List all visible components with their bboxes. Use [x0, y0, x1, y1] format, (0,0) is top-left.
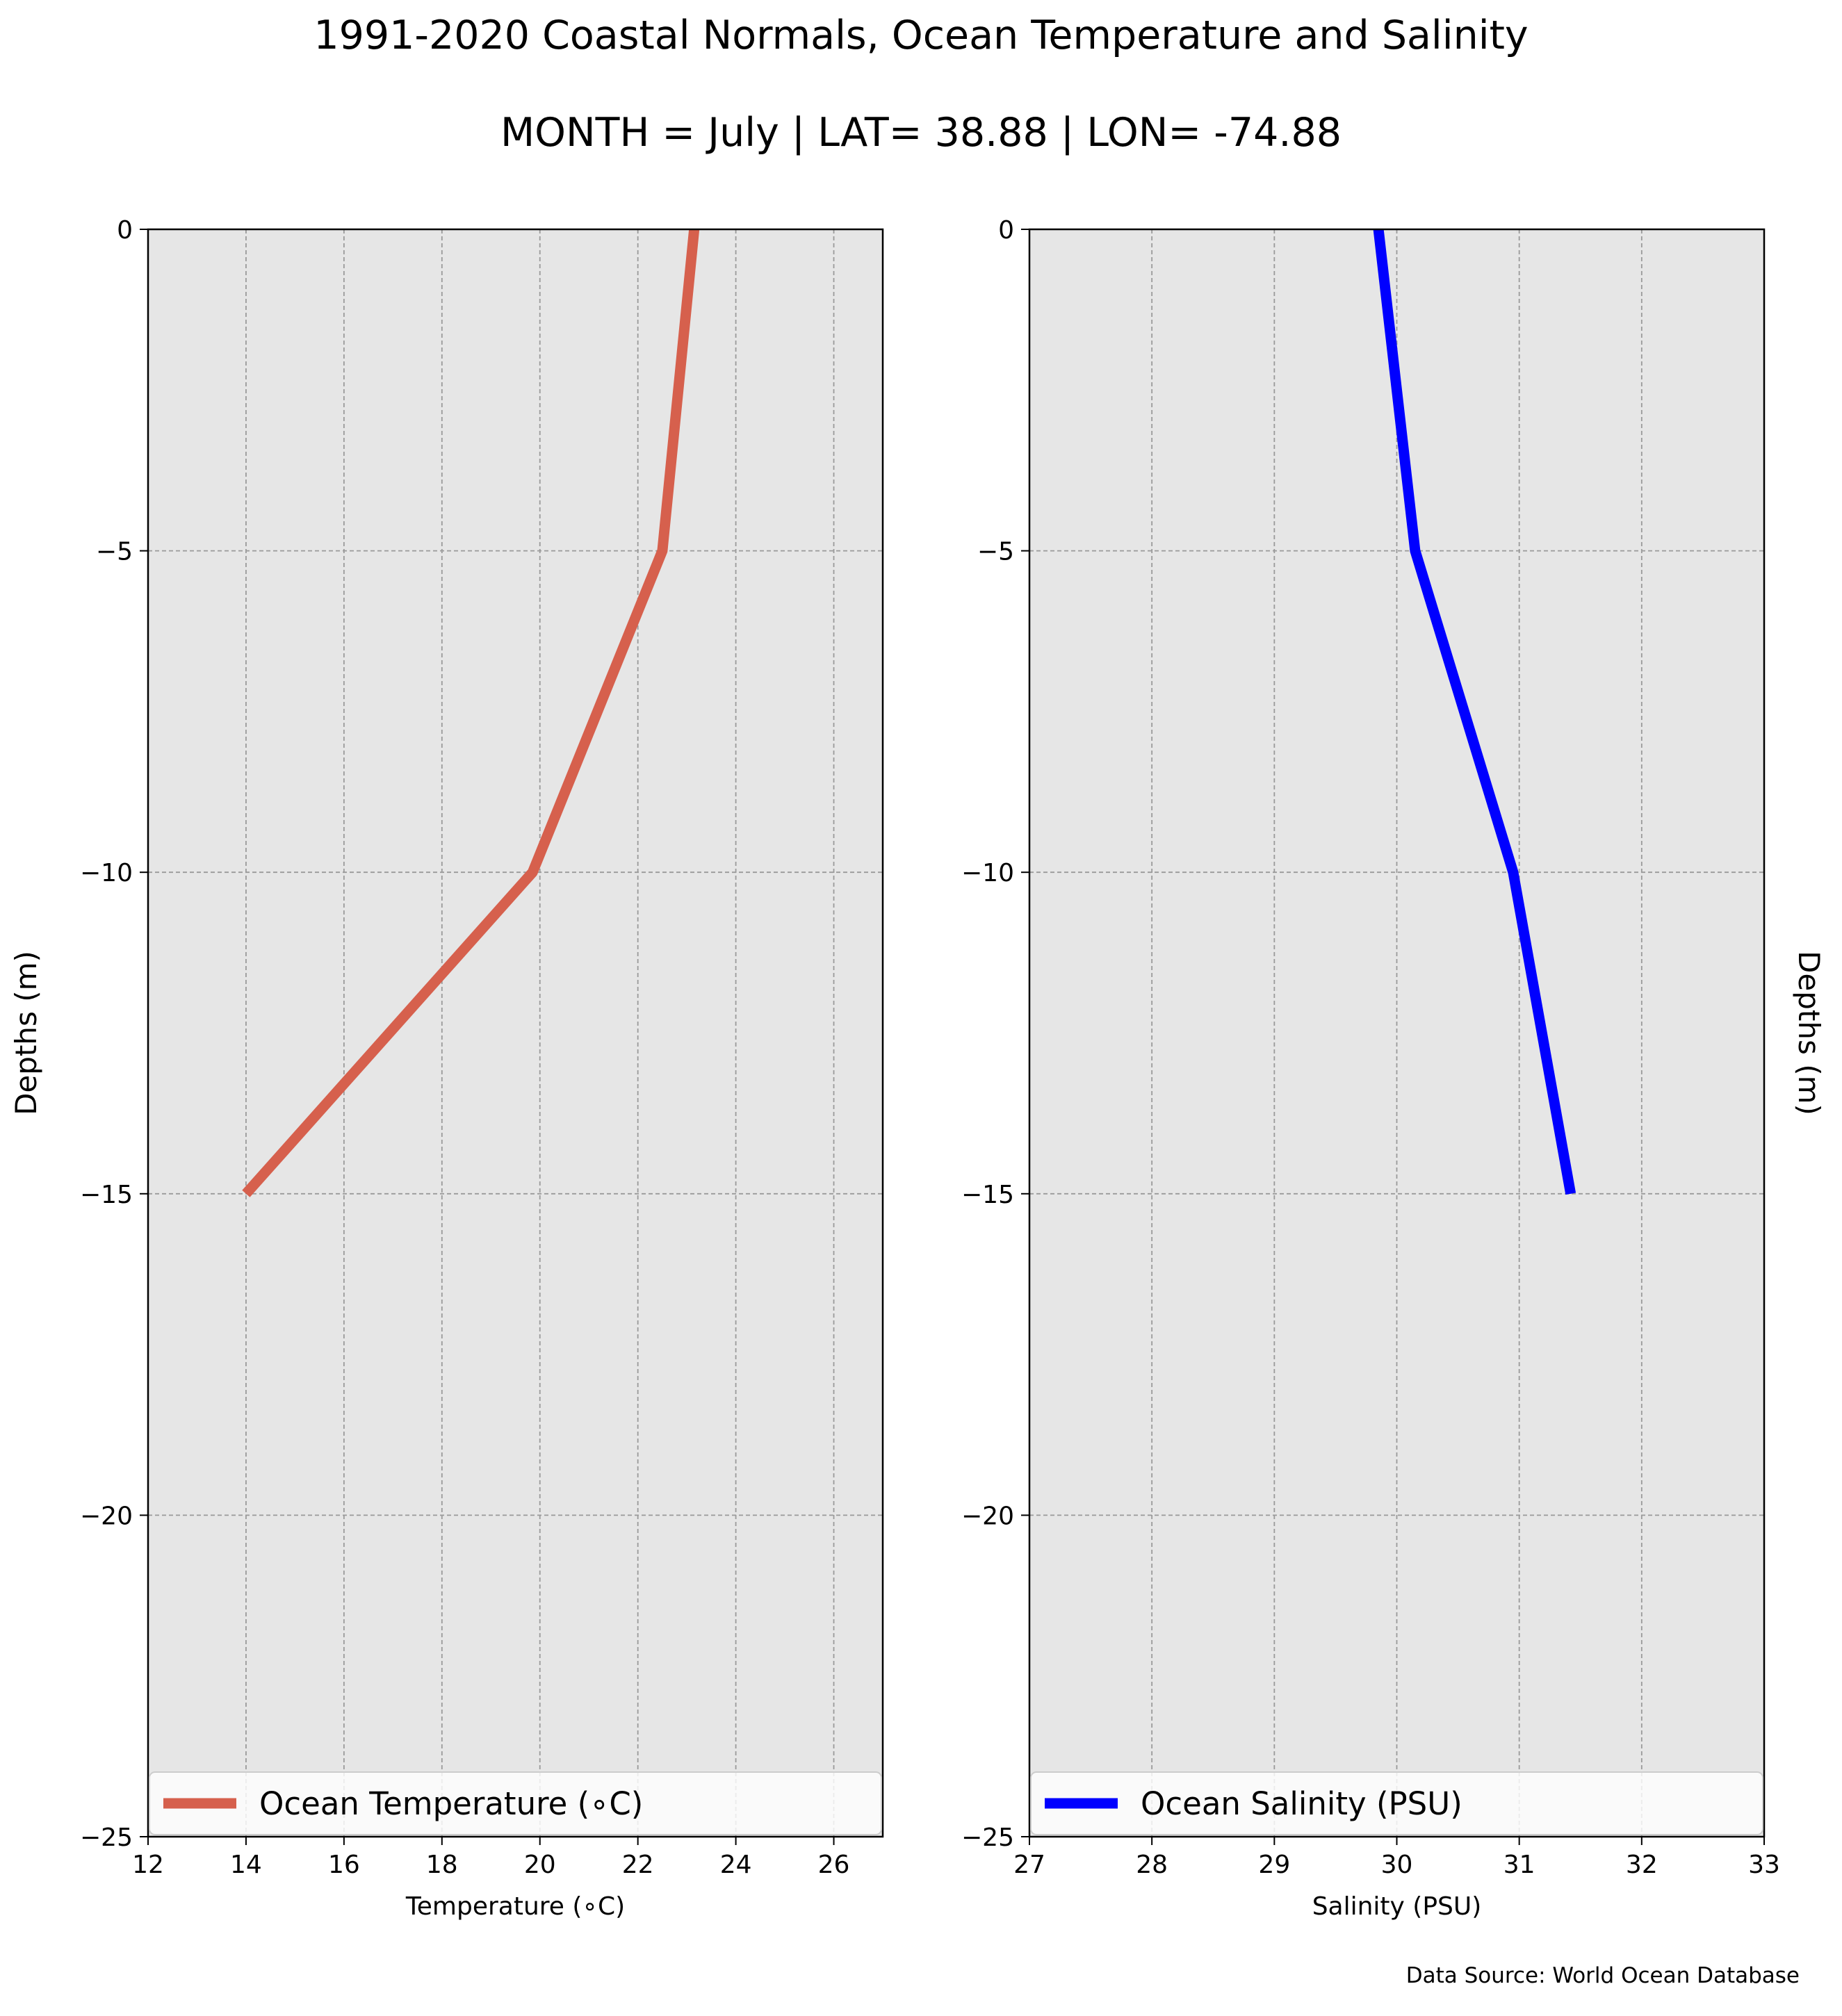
chart-panel-2: 27 28 29 30 31 32 33 0 −5 −10 −15 −20 −25 Salinity (P… [961, 216, 1826, 1921]
x-tick-label: 26 [818, 1851, 850, 1879]
y-tick-label: −5 [977, 538, 1014, 566]
y-tick-label: −25 [961, 1824, 1014, 1852]
x-tick-label: 24 [720, 1851, 752, 1879]
figure-title: 1991-2020 Coastal Normals, Ocean Tempera… [313, 13, 1529, 58]
y-tick-label: 0 [117, 216, 133, 245]
chart-panel-1: 12 14 16 18 20 22 24 26 0 −5 −10 −15 −20 −25 Temperatu… [9, 216, 884, 1921]
x-tick-label: 28 [1136, 1851, 1168, 1879]
x-axis-label: Temperature (∘C) [405, 1892, 625, 1921]
x-tick-label: 33 [1748, 1851, 1780, 1879]
x-tick-label: 20 [524, 1851, 556, 1879]
y-tick-label: −15 [961, 1181, 1014, 1209]
plot-background [1029, 229, 1764, 1837]
x-tick-label: 31 [1503, 1851, 1535, 1879]
y-tick-label: −10 [80, 859, 133, 887]
y-tick-label: −5 [96, 538, 133, 566]
data-source-note: Data Source: World Ocean Database [1405, 1963, 1800, 1988]
legend: Ocean Salinity (PSU) [1030, 1771, 1763, 1835]
y-tick-label: −20 [80, 1502, 133, 1530]
plot-background [148, 229, 883, 1837]
legend: Ocean Temperature (∘C) [149, 1771, 882, 1835]
legend-label: Ocean Salinity (PSU) [1141, 1785, 1462, 1822]
legend-label: Ocean Temperature (∘C) [259, 1785, 643, 1822]
y-tick-label: −15 [80, 1181, 133, 1209]
y-axis-label: Depths (m) [9, 951, 43, 1115]
x-tick-label: 14 [230, 1851, 262, 1879]
x-tick-label: 29 [1258, 1851, 1290, 1879]
x-tick-label: 16 [328, 1851, 360, 1879]
y-tick-label: −10 [961, 859, 1014, 887]
x-tick-label: 32 [1626, 1851, 1658, 1879]
y-tick-label: −25 [80, 1824, 133, 1852]
x-axis-label: Salinity (PSU) [1312, 1892, 1482, 1921]
figure-subtitle: MONTH = July | LAT= 38.88 | LON= -74.88 [500, 110, 1342, 156]
x-tick-label: 18 [426, 1851, 458, 1879]
y-tick-label: −20 [961, 1502, 1014, 1530]
x-tick-label: 27 [1013, 1851, 1045, 1879]
x-tick-label: 30 [1381, 1851, 1413, 1879]
x-tick-label: 22 [622, 1851, 654, 1879]
series-line [1373, 229, 1576, 1195]
legend-box [149, 1771, 882, 1835]
series-line [242, 229, 700, 1197]
x-tick-label: 12 [132, 1851, 164, 1879]
legend-box [1030, 1771, 1763, 1835]
y-axis-label: Depths (m) [1792, 951, 1826, 1115]
y-tick-label: 0 [998, 216, 1014, 245]
axes-frame [147, 228, 884, 1838]
